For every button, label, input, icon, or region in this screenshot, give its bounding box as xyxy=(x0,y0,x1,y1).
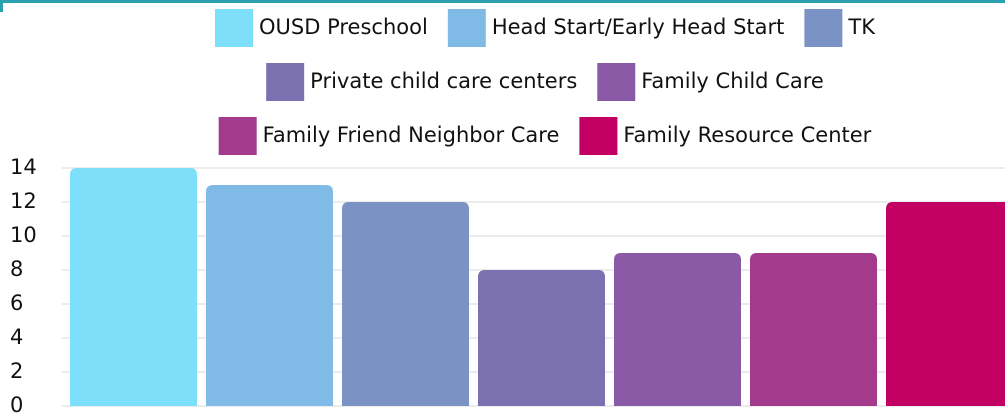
bar xyxy=(478,270,605,406)
legend-swatch xyxy=(597,63,636,101)
legend-label: Head Start/Early Head Start xyxy=(492,15,785,39)
legend-swatch xyxy=(579,117,618,155)
y-tick-label: 4 xyxy=(10,325,23,349)
bar xyxy=(886,202,1005,406)
y-tick-label: 14 xyxy=(10,155,37,179)
legend: OUSD Preschool Head Start/Early Head Star… xyxy=(215,9,876,155)
bar xyxy=(206,185,333,406)
legend-label: TK xyxy=(847,15,876,39)
legend-label: Family Resource Center xyxy=(623,123,871,147)
legend-swatch xyxy=(266,63,305,101)
y-tick-label: 0 xyxy=(10,393,23,415)
legend-swatch xyxy=(447,9,486,47)
y-tick-label: 12 xyxy=(10,189,37,213)
legend-swatch xyxy=(804,9,843,47)
bar xyxy=(614,253,741,406)
y-tick-label: 10 xyxy=(10,223,37,247)
legend-label: Family Child Care xyxy=(641,69,824,93)
legend-swatch xyxy=(215,9,254,47)
bar xyxy=(750,253,877,406)
y-tick-label: 2 xyxy=(10,359,23,383)
y-tick-label: 8 xyxy=(10,257,23,281)
bar xyxy=(70,168,197,406)
legend-swatch xyxy=(218,117,257,155)
legend-label: OUSD Preschool xyxy=(259,15,428,39)
frame-border xyxy=(0,0,1005,12)
legend-label: Family Friend Neighbor Care xyxy=(263,123,560,147)
bar xyxy=(342,202,469,406)
legend-label: Private child care centers xyxy=(310,69,577,93)
y-tick-label: 6 xyxy=(10,291,23,315)
